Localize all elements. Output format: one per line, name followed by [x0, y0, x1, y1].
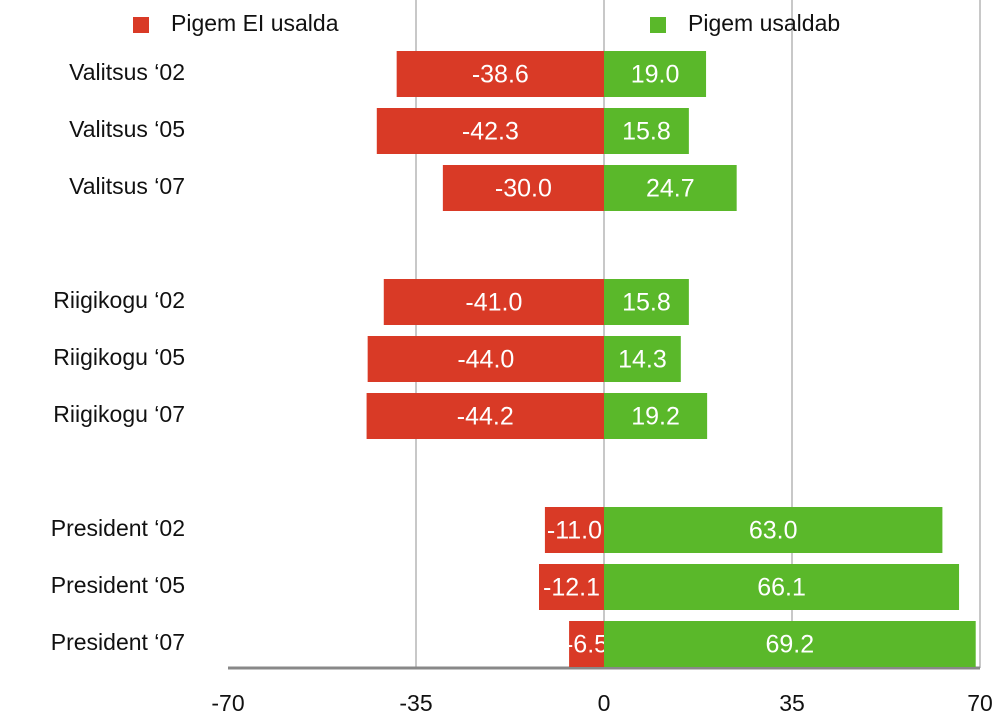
y-tick-label: Valitsus ‘05	[69, 116, 185, 142]
bar	[604, 564, 960, 610]
y-tick-label: Valitsus ‘07	[69, 173, 185, 199]
value-label: 19.2	[631, 403, 680, 431]
y-tick-label: Valitsus ‘02	[69, 59, 185, 85]
bar	[544, 507, 604, 553]
bar	[383, 279, 604, 325]
bar	[366, 393, 604, 439]
bar	[604, 336, 681, 382]
bar	[604, 507, 943, 553]
value-label: 63.0	[749, 517, 798, 545]
value-label: 15.8	[622, 118, 671, 146]
value-label: 14.3	[618, 346, 667, 374]
y-tick-label: Riigikogu ‘05	[53, 344, 185, 370]
value-label: -44.2	[457, 403, 514, 431]
bar	[604, 51, 707, 97]
x-tick-label: 70	[967, 690, 993, 716]
legend-swatch	[133, 17, 149, 33]
legend-label: Pigem EI usalda	[171, 10, 339, 36]
y-tick-label: Riigikogu ‘07	[53, 401, 185, 427]
bar	[604, 393, 708, 439]
bar	[539, 564, 604, 610]
bar	[442, 165, 604, 211]
y-tick-label: President ‘07	[51, 629, 185, 655]
legend-swatch	[650, 17, 666, 33]
y-tick-label: President ‘05	[51, 572, 185, 598]
value-label: -30.0	[495, 175, 552, 203]
bar	[604, 165, 737, 211]
y-tick-label: President ‘02	[51, 515, 185, 541]
value-label: 69.2	[766, 631, 815, 659]
bar	[367, 336, 604, 382]
value-label: -41.0	[465, 289, 522, 317]
y-tick-label: Riigikogu ‘02	[53, 287, 185, 313]
value-label: 15.8	[622, 289, 671, 317]
bar	[376, 108, 604, 154]
value-label: -44.0	[457, 346, 514, 374]
x-tick-label: 35	[779, 690, 805, 716]
value-label: -11.0	[547, 517, 602, 545]
value-label: -6.5	[565, 631, 608, 659]
x-tick-label: 0	[598, 690, 611, 716]
bar	[396, 51, 604, 97]
value-label: -38.6	[472, 61, 529, 89]
value-label: 19.0	[631, 61, 680, 89]
value-label: 24.7	[646, 175, 695, 203]
value-label: 66.1	[757, 574, 806, 602]
bar	[604, 279, 689, 325]
bar	[604, 108, 689, 154]
value-label: -42.3	[462, 118, 519, 146]
bar	[569, 621, 604, 667]
x-tick-label: -35	[399, 690, 432, 716]
legend-label: Pigem usaldab	[688, 10, 840, 36]
x-tick-label: -70	[211, 690, 244, 716]
value-label: -12.1	[543, 574, 600, 602]
bar	[604, 621, 976, 667]
